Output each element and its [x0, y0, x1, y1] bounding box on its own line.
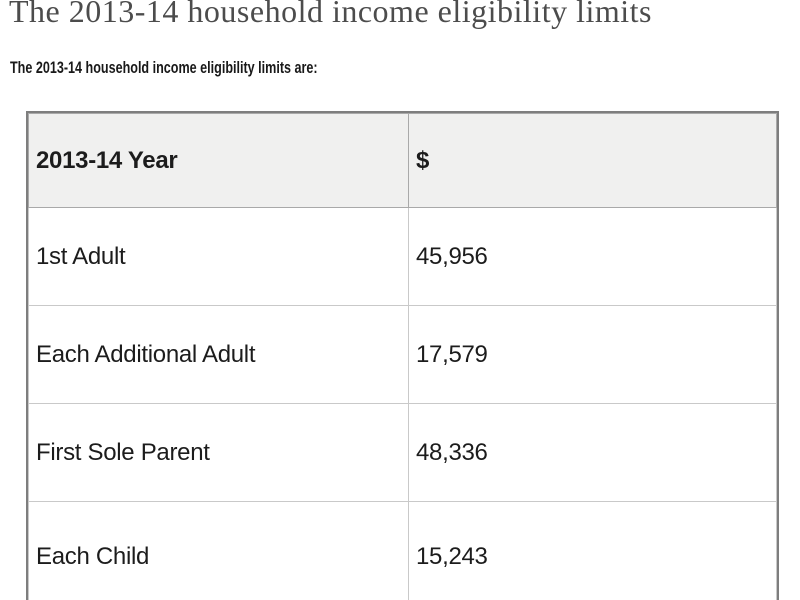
page-title: The 2013-14 household income eligibility…	[9, 0, 652, 29]
row-label: Each Additional Adult	[28, 305, 409, 404]
row-amount: 45,956	[408, 207, 777, 306]
intro-text-label: The 2013-14 household income eligibility…	[10, 58, 318, 77]
row-amount: 17,579	[408, 305, 777, 404]
table-row: First Sole Parent 48,336	[28, 403, 777, 502]
eligibility-table-frame: 2013-14 Year $ 1st Adult 45,956 Each Add…	[26, 111, 779, 600]
table-row: Each Child 15,243	[28, 501, 777, 600]
table-header-row: 2013-14 Year $	[28, 113, 777, 208]
row-label: Each Child	[28, 501, 409, 600]
row-amount: 15,243	[408, 501, 777, 600]
column-header-year: 2013-14 Year	[28, 113, 409, 208]
row-amount: 48,336	[408, 403, 777, 502]
table-row: 1st Adult 45,956	[28, 207, 777, 306]
table-row: Each Additional Adult 17,579	[28, 305, 777, 404]
column-header-amount: $	[408, 113, 777, 208]
row-label: 1st Adult	[28, 207, 409, 306]
intro-text: The 2013-14 household income eligibility…	[10, 57, 426, 79]
eligibility-table: 2013-14 Year $ 1st Adult 45,956 Each Add…	[28, 113, 777, 600]
row-label: First Sole Parent	[28, 403, 409, 502]
